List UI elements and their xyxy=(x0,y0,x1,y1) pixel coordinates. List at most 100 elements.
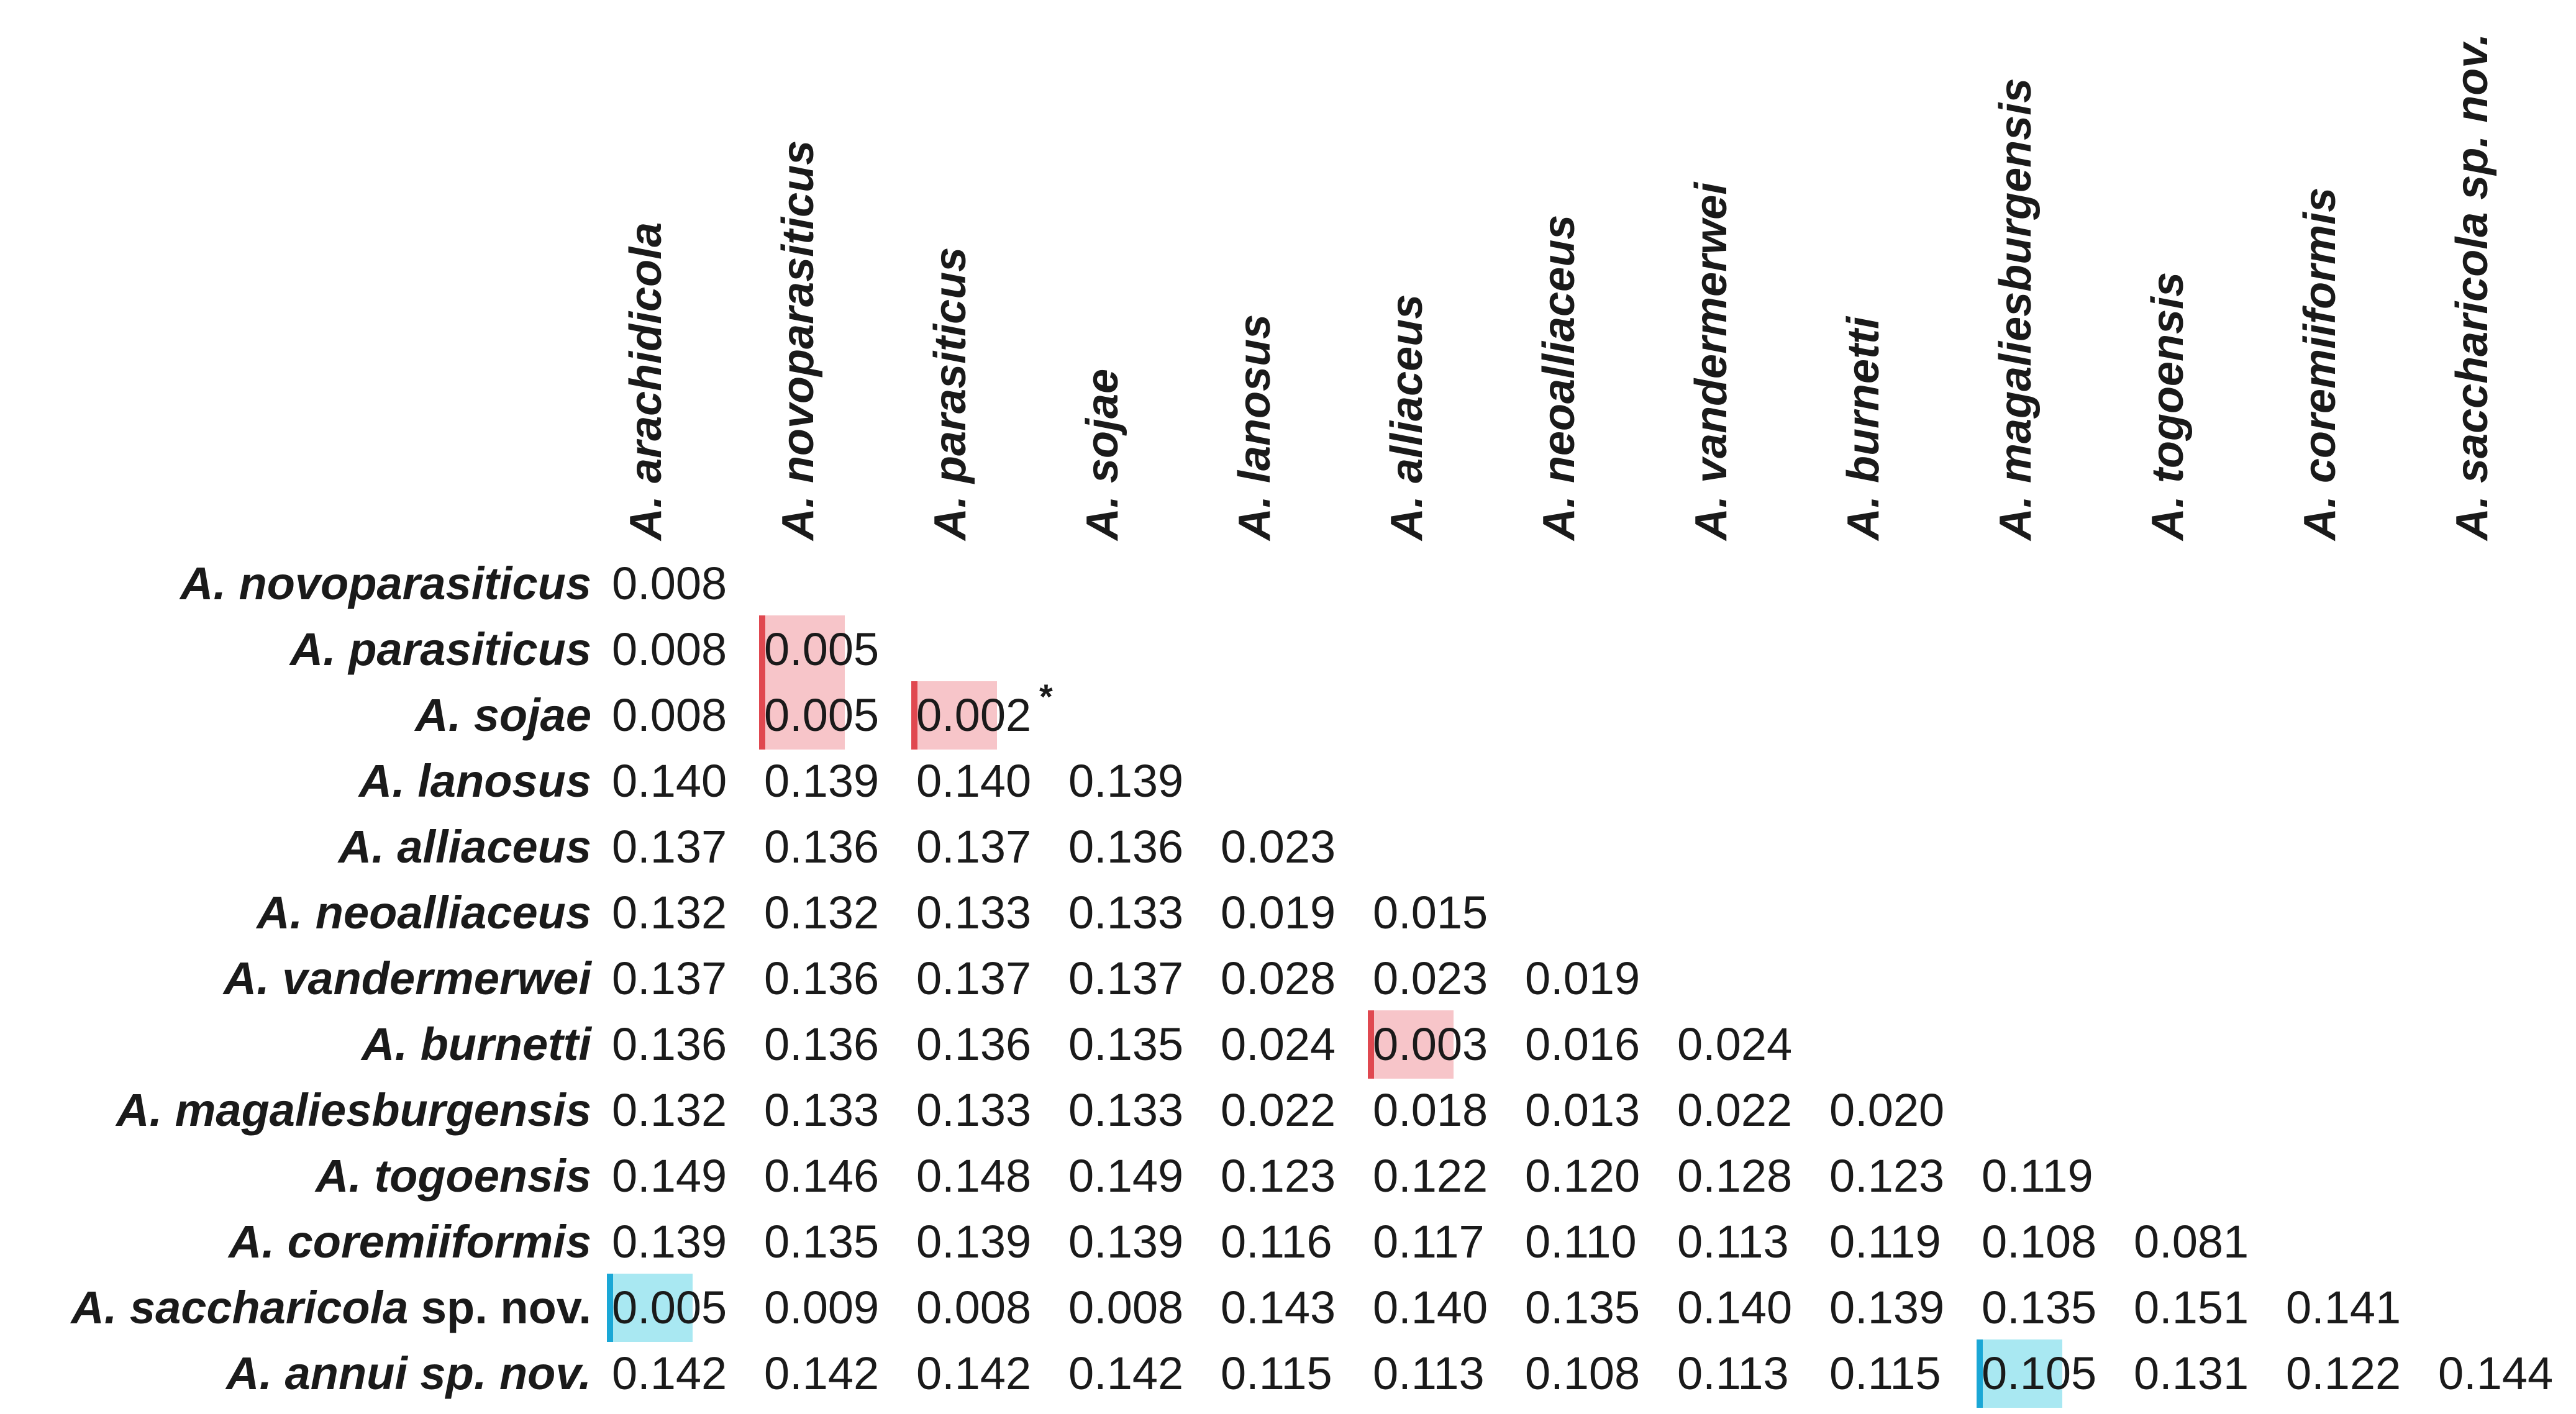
matrix-cell: 0.137 xyxy=(916,953,1032,1004)
matrix-cell: 0.024 xyxy=(1221,1018,1336,1070)
matrix-cell: 0.137 xyxy=(612,953,727,1004)
row-label-species: A. magaliesburgensis xyxy=(116,1084,591,1136)
matrix-cell: 0.123 xyxy=(1829,1150,1945,1202)
matrix-cell: 0.142 xyxy=(764,1348,880,1399)
row-label: A. annui sp. nov. xyxy=(226,1346,591,1402)
row-label-species: A. neoalliaceus xyxy=(257,887,591,938)
matrix-cell: 0.081 xyxy=(2134,1216,2249,1267)
row-label-species: A. burnetti xyxy=(362,1018,591,1070)
matrix-cell: 0.133 xyxy=(916,887,1032,938)
row-label-suffix: sp. nov. xyxy=(408,1282,591,1333)
row-label: A. vandermerwei xyxy=(224,951,591,1007)
asterisk-annotation: * xyxy=(1039,677,1053,716)
matrix-cell: 0.119 xyxy=(1829,1216,1941,1267)
matrix-cell: 0.009 xyxy=(764,1282,880,1333)
matrix-cell: 0.149 xyxy=(612,1150,727,1202)
matrix-cell: 0.149 xyxy=(1068,1150,1184,1202)
matrix-cell: 0.016 xyxy=(1525,1018,1641,1070)
column-header: A. togoensis xyxy=(2143,271,2193,540)
row-label: A. parasiticus xyxy=(290,622,591,678)
matrix-cell: 0.141 xyxy=(2286,1282,2401,1333)
matrix-cell: 0.132 xyxy=(764,887,880,938)
matrix-cell: 0.015 xyxy=(1373,887,1488,938)
matrix-cell: 0.131 xyxy=(2134,1348,2249,1399)
column-header: A. arachidicola xyxy=(621,222,671,540)
matrix-cell: 0.151 xyxy=(2134,1282,2249,1333)
matrix-cell: 0.136 xyxy=(612,1018,727,1070)
matrix-cell: 0.136 xyxy=(764,821,880,872)
column-header: A. neoalliaceus xyxy=(1534,214,1584,540)
matrix-cell: 0.128 xyxy=(1677,1150,1793,1202)
matrix-cell: 0.019 xyxy=(1525,953,1641,1004)
matrix-cell: 0.133 xyxy=(764,1084,880,1136)
column-header: A. magaliesburgensis xyxy=(1991,78,2041,540)
column-header: A. saccharicola sp. nov. xyxy=(2447,33,2497,540)
row-label: A. burnetti xyxy=(362,1017,591,1072)
matrix-cell: 0.139 xyxy=(612,1216,727,1267)
row-label: A. togoensis xyxy=(316,1148,591,1204)
matrix-cell: 0.120 xyxy=(1525,1150,1641,1202)
red-highlight xyxy=(759,615,845,684)
column-header: A. novoparasiticus xyxy=(773,140,823,540)
row-label-species: A. parasiticus xyxy=(289,623,591,675)
matrix-cell: 0.113 xyxy=(1373,1348,1485,1399)
matrix-cell: 0.108 xyxy=(1982,1216,2097,1267)
matrix-cell: 0.024 xyxy=(1677,1018,1793,1070)
matrix-cell: 0.140 xyxy=(916,755,1032,807)
matrix-cell: 0.143 xyxy=(1221,1282,1336,1333)
row-label-species: A. annui sp. nov. xyxy=(226,1348,591,1399)
matrix-cell: 0.132 xyxy=(612,1084,727,1136)
red-highlight xyxy=(911,681,997,750)
matrix-cell: 0.137 xyxy=(916,821,1032,872)
matrix-cell: 0.144 xyxy=(2438,1348,2554,1399)
row-label: A. novoparasiticus xyxy=(180,556,591,612)
matrix-cell: 0.133 xyxy=(916,1084,1032,1136)
matrix-cell: 0.136 xyxy=(1068,821,1184,872)
matrix-cell: 0.022 xyxy=(1677,1084,1793,1136)
red-highlight xyxy=(1368,1010,1454,1079)
matrix-cell: 0.119 xyxy=(1982,1150,2093,1202)
blue-highlight xyxy=(607,1274,693,1342)
row-label: A. coremiiformis xyxy=(229,1214,591,1270)
row-label: A. sojae xyxy=(415,687,591,743)
matrix-cell: 0.122 xyxy=(1373,1150,1488,1202)
matrix-cell: 0.008 xyxy=(1068,1282,1184,1333)
matrix-cell: 0.139 xyxy=(1829,1282,1945,1333)
matrix-cell: 0.142 xyxy=(916,1348,1032,1399)
matrix-cell: 0.108 xyxy=(1525,1348,1641,1399)
column-header: A. lanosus xyxy=(1230,314,1280,540)
matrix-cell: 0.132 xyxy=(612,887,727,938)
column-header: A. vandermerwei xyxy=(1686,182,1736,540)
column-header: A. coremiiformis xyxy=(2295,187,2345,540)
column-header: A. parasiticus xyxy=(926,247,975,540)
matrix-cell: 0.020 xyxy=(1829,1084,1945,1136)
row-label-species: A. sojae xyxy=(415,689,591,741)
matrix-cell: 0.019 xyxy=(1221,887,1336,938)
matrix-cell: 0.136 xyxy=(764,953,880,1004)
matrix-cell: 0.140 xyxy=(1373,1282,1488,1333)
matrix-cell: 0.005 xyxy=(612,1282,727,1333)
matrix-cell: 0.135 xyxy=(764,1216,880,1267)
matrix-cell: 0.139 xyxy=(1068,755,1184,807)
matrix-cell: 0.137 xyxy=(1068,953,1184,1004)
matrix-cell: 0.117 xyxy=(1373,1216,1485,1267)
matrix-cell: 0.139 xyxy=(764,755,880,807)
row-label-species: A. coremiiformis xyxy=(229,1216,591,1267)
matrix-cell: 0.135 xyxy=(1982,1282,2097,1333)
row-label-species: A. novoparasiticus xyxy=(180,558,591,609)
column-header: A. alliaceus xyxy=(1382,294,1432,540)
matrix-cell: 0.133 xyxy=(1068,1084,1184,1136)
row-label: A. neoalliaceus xyxy=(257,885,591,941)
matrix-cell: 0.140 xyxy=(612,755,727,807)
matrix-cell: 0.142 xyxy=(612,1348,727,1399)
row-label: A. alliaceus xyxy=(339,819,591,875)
row-label-species: A. vandermerwei xyxy=(223,953,591,1004)
matrix-cell: 0.023 xyxy=(1221,821,1336,872)
matrix-cell: 0.013 xyxy=(1525,1084,1641,1136)
row-label-species: A. alliaceus xyxy=(338,821,591,872)
matrix-cell: 0.122 xyxy=(2286,1348,2401,1399)
matrix-cell: 0.105 xyxy=(1982,1348,2097,1399)
matrix-cell: 0.028 xyxy=(1221,953,1336,1004)
matrix-cell: 0.146 xyxy=(764,1150,880,1202)
